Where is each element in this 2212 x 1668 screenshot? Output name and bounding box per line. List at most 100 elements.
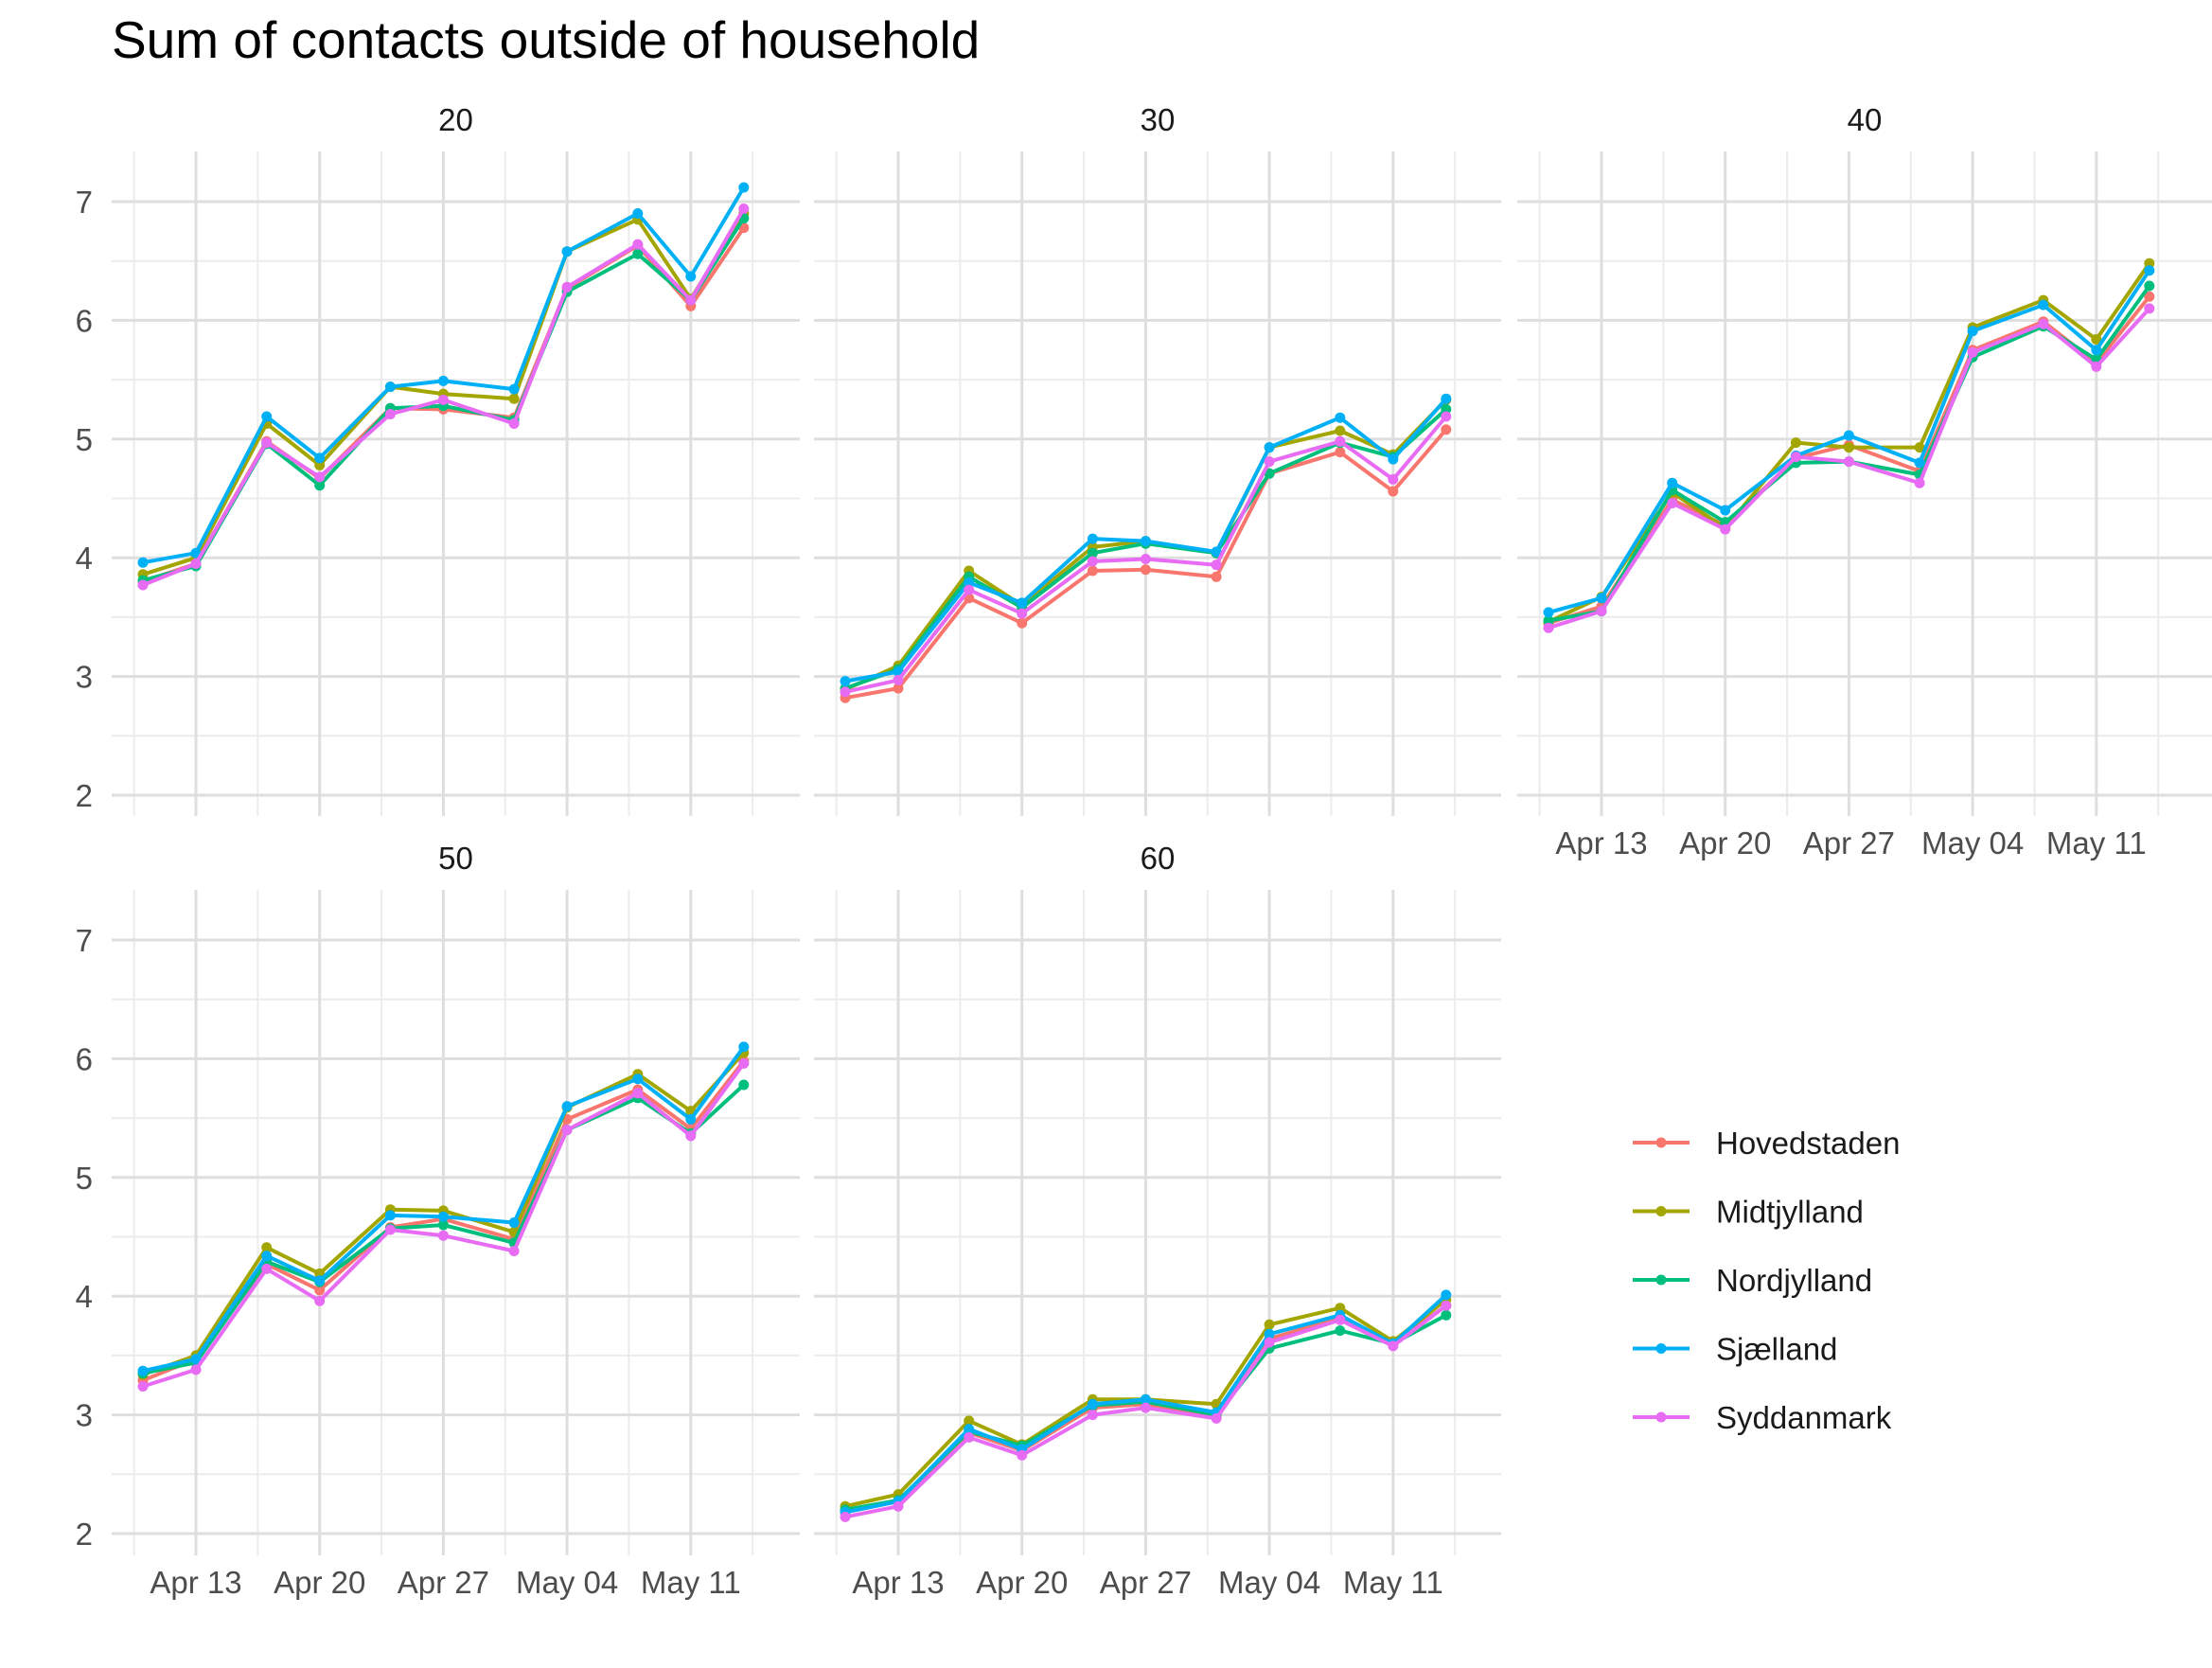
data-point — [1264, 1328, 1275, 1340]
legend-item: Midtjylland — [1633, 1195, 1864, 1230]
data-point — [508, 1217, 520, 1228]
y-tick-label: 6 — [76, 1041, 93, 1076]
data-point — [314, 471, 326, 483]
data-point — [840, 686, 851, 698]
data-point — [2091, 361, 2102, 372]
data-point — [1140, 1393, 1151, 1405]
data-point — [840, 676, 851, 687]
data-point — [738, 182, 750, 193]
y-tick-label: 4 — [76, 1279, 93, 1314]
legend-label: Sjælland — [1716, 1332, 1837, 1367]
data-point — [2144, 280, 2155, 292]
data-point — [1441, 393, 1452, 404]
data-point — [738, 1057, 750, 1069]
data-point — [1017, 597, 1028, 609]
data-point — [2038, 299, 2049, 311]
data-point — [1264, 442, 1275, 453]
data-point — [1790, 452, 1801, 463]
data-point — [1843, 430, 1854, 441]
data-point — [2038, 318, 2049, 329]
data-point — [964, 1415, 975, 1427]
legend-item: Hovedstaden — [1633, 1126, 1900, 1161]
data-point — [437, 1211, 449, 1222]
data-point — [1441, 424, 1452, 435]
x-tick-label: Apr 13 — [852, 1565, 944, 1600]
data-point — [632, 239, 644, 250]
data-point — [1017, 617, 1028, 629]
facet-label: 40 — [1848, 102, 1883, 137]
data-point — [384, 1224, 396, 1235]
data-point — [738, 1041, 750, 1053]
legend-label: Syddanmark — [1716, 1400, 1892, 1435]
data-point — [1967, 346, 1978, 358]
data-point — [1264, 1337, 1275, 1348]
data-point — [1335, 1325, 1346, 1337]
legend-item: Syddanmark — [1633, 1400, 1892, 1435]
legend-key-point — [1655, 1411, 1667, 1423]
data-point — [1335, 425, 1346, 436]
data-point — [314, 1295, 326, 1306]
data-point — [437, 394, 449, 405]
data-point — [1914, 477, 1925, 488]
data-point — [1335, 1303, 1346, 1314]
data-point — [1087, 565, 1098, 577]
data-point — [840, 1511, 851, 1522]
data-point — [1211, 559, 1222, 571]
x-tick-label: Apr 27 — [1803, 825, 1895, 861]
data-point — [508, 383, 520, 395]
data-point — [561, 1125, 573, 1136]
x-tick-label: Apr 13 — [1555, 825, 1647, 861]
data-point — [1596, 593, 1607, 604]
y-tick-label: 5 — [76, 1161, 93, 1196]
data-point — [1140, 564, 1151, 576]
data-point — [384, 1210, 396, 1221]
data-point — [1388, 1340, 1399, 1352]
x-tick-label: May 11 — [2046, 825, 2147, 861]
data-point — [685, 1130, 697, 1142]
legend-key-point — [1655, 1343, 1667, 1354]
data-point — [1335, 1314, 1346, 1325]
data-point — [384, 409, 396, 419]
data-point — [1335, 447, 1346, 458]
data-point — [1720, 523, 1731, 535]
legend-label: Hovedstaden — [1716, 1126, 1900, 1161]
data-point — [437, 1219, 449, 1231]
data-point — [964, 577, 975, 588]
series-syddanmark — [137, 1057, 750, 1392]
data-point — [1441, 1300, 1452, 1311]
data-point — [1388, 453, 1399, 465]
facet-label: 30 — [1141, 102, 1176, 137]
data-point — [632, 208, 644, 219]
y-tick-label: 3 — [76, 660, 93, 695]
series-sjælland — [1543, 265, 2155, 618]
data-point — [1140, 536, 1151, 547]
data-point — [508, 418, 520, 429]
data-point — [137, 579, 149, 591]
y-tick-label: 6 — [76, 303, 93, 338]
y-tick-label: 5 — [76, 422, 93, 457]
data-point — [685, 294, 697, 306]
series-syddanmark — [840, 1300, 1452, 1522]
data-point — [1967, 326, 1978, 337]
data-point — [1543, 622, 1554, 633]
data-point — [508, 1246, 520, 1256]
data-point — [384, 382, 396, 393]
x-tick-label: Apr 27 — [1100, 1565, 1192, 1600]
data-point — [893, 674, 904, 685]
data-point — [964, 1431, 975, 1443]
data-point — [1596, 606, 1607, 617]
legend-label: Nordjylland — [1716, 1263, 1872, 1298]
data-point — [561, 246, 573, 257]
data-point — [1843, 456, 1854, 468]
data-point — [1087, 1410, 1098, 1421]
data-point — [1843, 442, 1854, 453]
data-point — [508, 393, 520, 404]
data-point — [1914, 457, 1925, 469]
x-tick-label: May 04 — [1921, 825, 2024, 861]
series-syddanmark — [1543, 303, 2155, 633]
data-point — [1087, 533, 1098, 544]
data-point — [190, 559, 202, 569]
data-point — [1211, 571, 1222, 582]
facet-label: 50 — [438, 841, 473, 876]
legend-key-point — [1655, 1274, 1667, 1286]
